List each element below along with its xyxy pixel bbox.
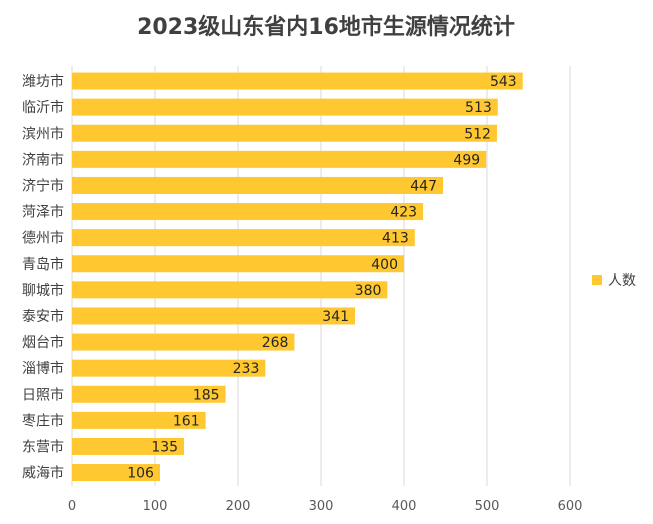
x-tick-label: 0 bbox=[68, 499, 76, 514]
data-label: 161 bbox=[173, 413, 200, 429]
x-tick-label: 400 bbox=[392, 499, 417, 514]
category-label: 日照市 bbox=[22, 386, 64, 403]
bar bbox=[72, 411, 206, 429]
legend-label: 人数 bbox=[608, 273, 636, 289]
data-label: 513 bbox=[465, 100, 492, 116]
category-label: 滨州市 bbox=[22, 125, 64, 142]
bar bbox=[72, 359, 266, 377]
category-label: 济南市 bbox=[22, 151, 64, 168]
category-label: 烟台市 bbox=[22, 334, 64, 351]
bar bbox=[72, 333, 295, 351]
bar bbox=[72, 72, 523, 90]
bar bbox=[72, 150, 487, 168]
bar bbox=[72, 281, 388, 299]
category-labels: 潍坊市临沂市滨州市济南市济宁市菏泽市德州市青岛市聊城市泰安市烟台市淄博市日照市枣… bbox=[22, 73, 64, 482]
data-label: 447 bbox=[410, 178, 437, 194]
data-label: 400 bbox=[371, 257, 398, 273]
data-label: 423 bbox=[390, 205, 417, 221]
data-label: 543 bbox=[490, 74, 517, 90]
bar bbox=[72, 203, 424, 221]
bar bbox=[72, 98, 498, 116]
bar bbox=[72, 229, 415, 247]
category-label: 菏泽市 bbox=[22, 204, 64, 221]
x-tick-label: 300 bbox=[309, 499, 334, 514]
data-label: 135 bbox=[151, 439, 178, 455]
data-label: 268 bbox=[262, 335, 289, 351]
category-label: 潍坊市 bbox=[22, 73, 64, 90]
category-label: 青岛市 bbox=[22, 256, 64, 273]
category-label: 聊城市 bbox=[22, 282, 64, 299]
chart-title: 2023级山东省内16地市生源情况统计 bbox=[137, 14, 515, 40]
bar bbox=[72, 307, 356, 325]
category-label: 枣庄市 bbox=[22, 412, 64, 429]
data-label: 185 bbox=[193, 387, 220, 403]
data-label: 233 bbox=[233, 361, 260, 377]
x-tick-label: 600 bbox=[558, 499, 583, 514]
data-label: 413 bbox=[382, 231, 409, 247]
category-label: 东营市 bbox=[22, 438, 64, 455]
x-tick-label: 200 bbox=[226, 499, 251, 514]
data-label: 380 bbox=[355, 283, 382, 299]
legend-swatch bbox=[592, 275, 602, 285]
data-label: 341 bbox=[322, 309, 349, 325]
legend: 人数 bbox=[592, 273, 636, 289]
data-label: 106 bbox=[127, 466, 154, 482]
x-tick-label: 500 bbox=[475, 499, 500, 514]
data-label: 512 bbox=[464, 126, 491, 142]
data-label: 499 bbox=[453, 152, 480, 168]
category-label: 德州市 bbox=[22, 230, 64, 247]
category-label: 威海市 bbox=[22, 465, 64, 482]
x-axis-ticks: 0 100 200 300 400 500 600 bbox=[68, 499, 583, 514]
category-label: 淄博市 bbox=[22, 360, 64, 377]
bar bbox=[72, 464, 160, 482]
category-label: 临沂市 bbox=[22, 99, 64, 116]
bar bbox=[72, 176, 444, 194]
bar bbox=[72, 385, 226, 403]
category-label: 泰安市 bbox=[22, 308, 64, 325]
bar bbox=[72, 124, 497, 142]
category-label: 济宁市 bbox=[22, 177, 64, 194]
bar bbox=[72, 437, 185, 455]
bar bbox=[72, 255, 404, 273]
x-tick-label: 100 bbox=[143, 499, 168, 514]
